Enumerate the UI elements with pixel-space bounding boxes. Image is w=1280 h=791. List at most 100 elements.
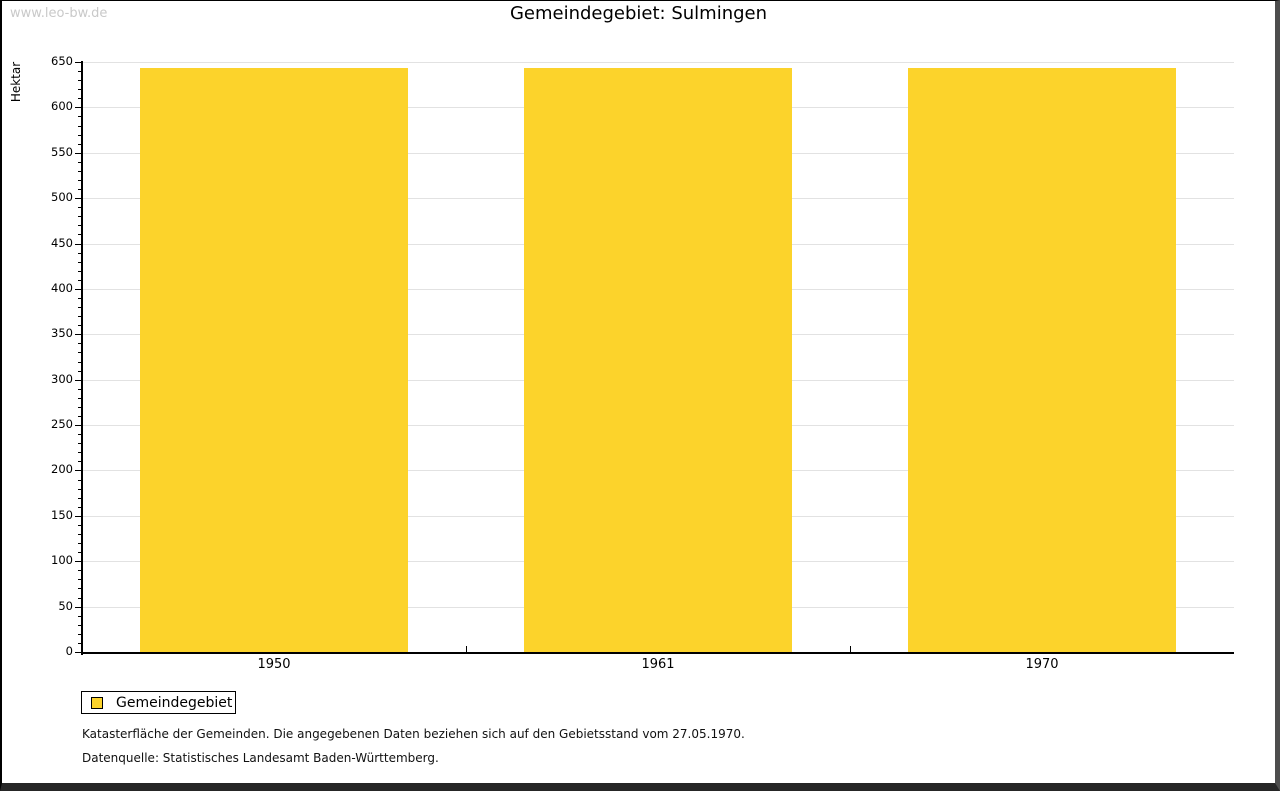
y-axis-minor-tick: [78, 616, 82, 617]
y-axis-minor-tick: [78, 598, 82, 599]
y-axis-minor-tick: [78, 461, 82, 462]
y-axis-minor-tick: [78, 162, 82, 163]
y-axis-minor-tick: [78, 634, 82, 635]
y-axis-minor-tick: [78, 398, 82, 399]
y-axis-minor-tick: [78, 452, 82, 453]
y-axis-tick-label: 50: [58, 599, 73, 613]
y-axis-major-tick: [75, 470, 82, 471]
y-axis-tick-label: 550: [51, 145, 73, 159]
y-axis-minor-tick: [78, 407, 82, 408]
y-axis-minor-tick: [78, 625, 82, 626]
y-axis-minor-tick: [78, 643, 82, 644]
y-axis-minor-tick: [78, 126, 82, 127]
y-axis-major-tick: [75, 289, 82, 290]
y-axis-major-tick: [75, 561, 82, 562]
bar: [140, 68, 408, 652]
y-axis-minor-tick: [78, 480, 82, 481]
y-axis-minor-tick: [78, 116, 82, 117]
y-axis-major-tick: [75, 652, 82, 653]
y-axis-minor-tick: [78, 389, 82, 390]
y-axis-tick-label: 600: [51, 99, 73, 113]
y-axis-minor-tick: [78, 216, 82, 217]
y-axis-minor-tick: [78, 543, 82, 544]
y-axis-minor-tick: [78, 588, 82, 589]
y-axis-minor-tick: [78, 180, 82, 181]
y-axis-minor-tick: [78, 552, 82, 553]
y-axis-minor-tick: [78, 507, 82, 508]
y-axis-minor-tick: [78, 362, 82, 363]
y-axis-minor-tick: [78, 225, 82, 226]
legend: Gemeindegebiet: [81, 691, 236, 714]
y-axis-minor-tick: [78, 89, 82, 90]
y-axis-minor-tick: [78, 271, 82, 272]
y-axis-major-tick: [75, 62, 82, 63]
y-axis-minor-tick: [78, 579, 82, 580]
y-axis-minor-tick: [78, 316, 82, 317]
y-axis-major-tick: [75, 334, 82, 335]
y-axis-minor-tick: [78, 80, 82, 81]
y-axis-minor-tick: [78, 416, 82, 417]
y-axis-minor-tick: [78, 343, 82, 344]
y-axis-minor-tick: [78, 189, 82, 190]
y-axis-minor-tick: [78, 434, 82, 435]
y-axis-tick-label: 150: [51, 508, 73, 522]
y-axis-minor-tick: [78, 443, 82, 444]
y-axis-major-tick: [75, 244, 82, 245]
y-axis-major-tick: [75, 153, 82, 154]
y-axis-tick-label: 350: [51, 326, 73, 340]
footnote-line-2: Datenquelle: Statistisches Landesamt Bad…: [82, 751, 439, 765]
y-axis-minor-tick: [78, 280, 82, 281]
y-axis-minor-tick: [78, 207, 82, 208]
y-axis-minor-tick: [78, 570, 82, 571]
x-axis-tick-label: 1950: [257, 657, 291, 672]
x-axis-boundary-tick: [850, 646, 851, 652]
y-axis-major-tick: [75, 425, 82, 426]
y-axis-line: [81, 61, 83, 655]
y-axis-minor-tick: [78, 352, 82, 353]
y-axis-tick-label: 100: [51, 553, 73, 567]
y-axis-tick-label: 650: [51, 54, 73, 68]
x-axis-boundary-tick: [466, 646, 467, 652]
y-axis-minor-tick: [78, 489, 82, 490]
y-axis-tick-label: 400: [51, 281, 73, 295]
y-axis-major-tick: [75, 380, 82, 381]
y-axis-minor-tick: [78, 371, 82, 372]
y-axis-tick-label: 300: [51, 372, 73, 386]
bar: [524, 68, 792, 652]
grid-line: [82, 62, 1234, 63]
y-axis-minor-tick: [78, 171, 82, 172]
y-axis-tick-label: 500: [51, 190, 73, 204]
y-axis-minor-tick: [78, 534, 82, 535]
y-axis-minor-tick: [78, 253, 82, 254]
y-axis-minor-tick: [78, 98, 82, 99]
x-axis-tick-label: 1970: [1025, 657, 1059, 672]
x-axis-tick-label: 1961: [641, 657, 675, 672]
y-axis-major-tick: [75, 516, 82, 517]
y-axis-minor-tick: [78, 71, 82, 72]
watermark-text: www.leo-bw.de: [10, 6, 108, 21]
legend-label: Gemeindegebiet: [116, 694, 233, 711]
y-axis-tick-label: 450: [51, 236, 73, 250]
y-axis-minor-tick: [78, 234, 82, 235]
y-axis-tick-label: 0: [65, 644, 73, 658]
y-axis-minor-tick: [78, 325, 82, 326]
y-axis-tick-label: 250: [51, 417, 73, 431]
y-axis-minor-tick: [78, 498, 82, 499]
chart-title: Gemeindegebiet: Sulmingen: [509, 3, 768, 24]
bar: [908, 68, 1176, 652]
y-axis-minor-tick: [78, 135, 82, 136]
legend-swatch-icon: [91, 696, 103, 709]
y-axis-minor-tick: [78, 525, 82, 526]
y-axis-major-tick: [75, 607, 82, 608]
y-axis-tick-label: 200: [51, 462, 73, 476]
y-axis-minor-tick: [78, 262, 82, 263]
y-axis-minor-tick: [78, 307, 82, 308]
y-axis-minor-tick: [78, 298, 82, 299]
y-axis-major-tick: [75, 198, 82, 199]
y-axis-major-tick: [75, 107, 82, 108]
y-axis-minor-tick: [78, 144, 82, 145]
footnote-line-1: Katasterfläche der Gemeinden. Die angege…: [82, 727, 745, 741]
x-axis-line: [81, 652, 1234, 654]
